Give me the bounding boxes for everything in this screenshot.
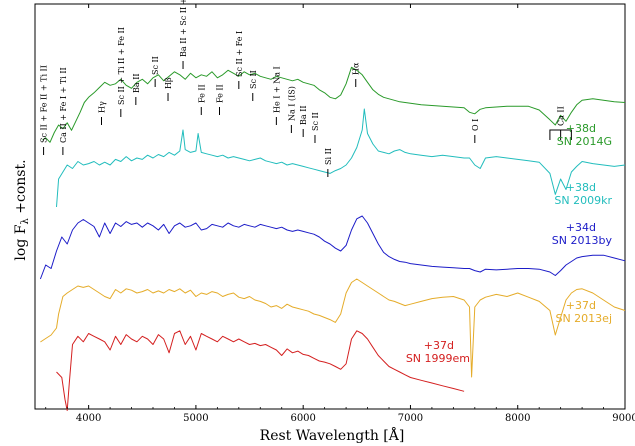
- spectrum-line-sn-2013ej: [40, 278, 626, 378]
- series-epoch-label: +37d: [566, 299, 596, 312]
- y-axis-label-suffix: +const.: [13, 159, 29, 218]
- series-epoch-label: +37d: [424, 339, 454, 352]
- line-label: Ba II + Sc II + Fe II: [179, 0, 188, 57]
- spectrum-line-sn-2014g: [42, 66, 626, 143]
- series-name-label: SN 2013ej: [555, 312, 612, 325]
- line-label: Fe II: [197, 84, 206, 103]
- line-label: Sc II + Fe I: [235, 31, 244, 77]
- y-axis-label-main: log F: [13, 224, 29, 260]
- line-label: Si II: [324, 148, 333, 165]
- y-axis-label-subscript: λ: [20, 218, 31, 225]
- series-epoch-label: +38d: [566, 181, 596, 194]
- x-tick-label: 5000: [183, 413, 208, 424]
- y-axis-label: log Fλ +const.: [13, 159, 31, 260]
- line-label: Ba II: [299, 105, 308, 125]
- line-label: Sc II + Ti II + Fe II: [117, 27, 126, 105]
- line-label: Na I (IS): [287, 86, 296, 121]
- line-label: Ca II + Fe I + Ti II: [59, 67, 68, 143]
- line-label: O I: [471, 119, 480, 131]
- series-epoch-label: +34d: [566, 221, 596, 234]
- line-label: Fe II: [216, 84, 225, 103]
- x-tick-label: 7000: [398, 413, 423, 424]
- line-label: Sc II + Fe II + Ti II: [40, 65, 49, 143]
- spectra-series-layer: [39, 66, 626, 411]
- series-name-label: SN 1999em: [406, 352, 470, 365]
- line-label: He I + Na I: [272, 66, 281, 113]
- line-label: Hα: [352, 62, 361, 75]
- series-name-label: SN 2014G: [557, 135, 612, 148]
- line-identification-layer: Sc II + Fe II + Ti II Ca II + Fe I + Ti I…: [40, 0, 572, 177]
- series-name-label: SN 2009kr: [554, 194, 612, 207]
- spectrum-line-sn-1999em: [56, 330, 465, 411]
- x-tick-label: 8000: [505, 413, 530, 424]
- series-name-label: SN 2013by: [552, 234, 613, 247]
- line-label: Sc II: [311, 112, 320, 131]
- line-label: Sc II: [249, 70, 258, 89]
- series-epoch-label: +38d: [566, 122, 596, 135]
- x-axis-ticks: 4000 5000 6000 7000 8000 9000: [45, 4, 635, 424]
- plot-frame: [34, 3, 626, 410]
- x-tick-label: 4000: [76, 413, 101, 424]
- line-label: Sc II: [151, 56, 160, 75]
- line-label: Ba II: [132, 73, 141, 93]
- spectrum-line-sn-2009kr: [56, 108, 626, 208]
- x-tick-label: 6000: [290, 413, 315, 424]
- x-tick-label: 9000: [612, 413, 635, 424]
- spectrum-line-sn-2013by: [39, 215, 626, 280]
- line-label: Hβ: [164, 77, 173, 89]
- line-label: Ca II: [557, 106, 566, 126]
- x-axis-label: Rest Wavelength [Å]: [260, 426, 405, 444]
- line-label: Hγ: [98, 101, 107, 113]
